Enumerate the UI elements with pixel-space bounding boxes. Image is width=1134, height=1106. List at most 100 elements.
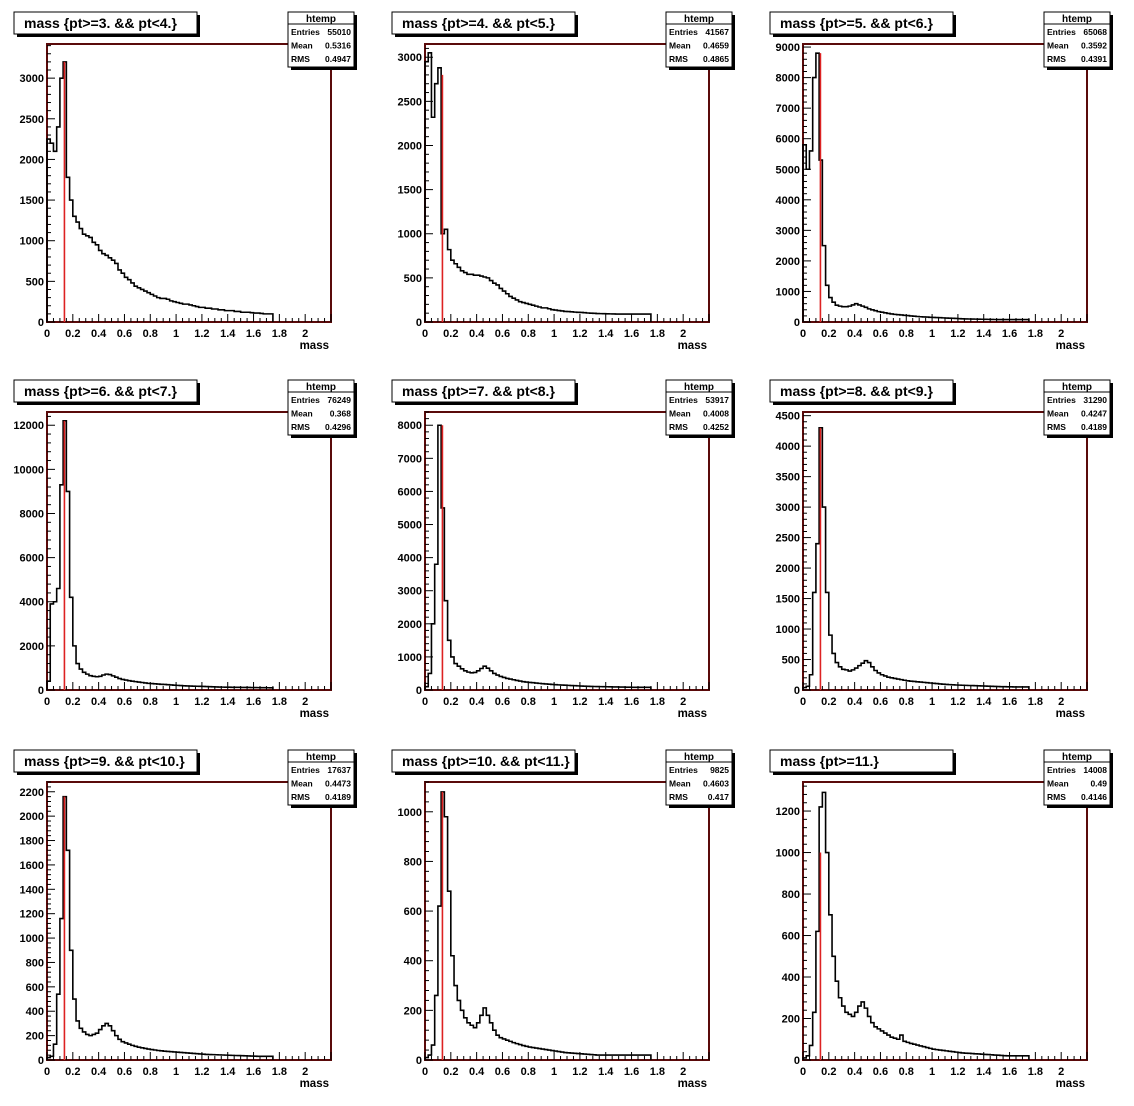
y-tick-label: 1200 bbox=[776, 806, 800, 818]
x-tick-label: 0.8 bbox=[899, 696, 914, 708]
chart-title: mass {pt>=8. && pt<9.} bbox=[780, 383, 933, 399]
x-tick-label: 1 bbox=[551, 696, 557, 708]
histogram-line bbox=[46, 420, 274, 690]
x-tick-label: 0.6 bbox=[117, 696, 132, 708]
histogram-panel: 0 200 400 600 800 1000 0 0.2 0.4 0.6 0.8 1 1.2 1.4 1.6… bbox=[391, 749, 735, 1090]
stats-mean-value: 0.4247 bbox=[1081, 409, 1107, 419]
y-tick-label: 1200 bbox=[20, 909, 44, 921]
stats-rms-label: RMS bbox=[1047, 54, 1066, 64]
stats-rms-label: RMS bbox=[291, 422, 310, 432]
histogram-panel: 0 500 1000 1500 2000 2500 3000 0 0.2 0.4 0.6 0.8 1 1.… bbox=[391, 11, 735, 352]
x-tick-label: 2 bbox=[680, 696, 686, 708]
stats-mean-value: 0.3592 bbox=[1081, 41, 1107, 51]
y-tick-label: 500 bbox=[404, 273, 422, 285]
stats-entries-value: 41567 bbox=[705, 27, 729, 37]
y-tick-label: 2000 bbox=[20, 641, 44, 653]
x-tick-label: 0.2 bbox=[65, 696, 80, 708]
x-tick-label: 0.6 bbox=[495, 696, 510, 708]
title-frame bbox=[769, 749, 954, 773]
y-tick-label: 2500 bbox=[20, 114, 44, 126]
x-tick-label: 0.8 bbox=[521, 696, 536, 708]
stats-box: htemp Entries 55010 Mean 0.5316 RMS 0.4947 bbox=[287, 11, 357, 70]
x-axis-label: mass bbox=[678, 1078, 707, 1090]
x-tick-label: 0 bbox=[422, 696, 428, 708]
stats-name: htemp bbox=[1062, 14, 1092, 25]
y-tick-label: 1000 bbox=[20, 236, 44, 248]
x-tick-label: 1.2 bbox=[950, 696, 965, 708]
x-tick-label: 1.8 bbox=[1028, 328, 1043, 340]
y-tick-label: 4000 bbox=[20, 597, 44, 609]
x-tick-label: 0.6 bbox=[495, 328, 510, 340]
histogram-line bbox=[802, 427, 1030, 690]
y-tick-label: 3000 bbox=[776, 225, 800, 237]
histogram-line bbox=[424, 791, 652, 1060]
y-tick-label: 2200 bbox=[20, 787, 44, 799]
x-tick-label: 1.2 bbox=[572, 1066, 587, 1078]
x-tick-label: 0 bbox=[800, 696, 806, 708]
x-tick-label: 1.2 bbox=[194, 328, 209, 340]
y-tick-label: 0 bbox=[416, 685, 422, 697]
stats-name: htemp bbox=[1062, 752, 1092, 763]
y-tick-label: 400 bbox=[26, 1006, 44, 1018]
title-frame bbox=[13, 749, 198, 773]
x-axis-label: mass bbox=[1056, 1078, 1085, 1090]
title-box: mass {pt>=9. && pt<10.} bbox=[13, 749, 200, 775]
stats-mean-value: 0.49 bbox=[1090, 779, 1107, 789]
x-axis-label: mass bbox=[300, 340, 329, 352]
stats-rms-label: RMS bbox=[291, 54, 310, 64]
title-box: mass {pt>=5. && pt<6.} bbox=[769, 11, 956, 37]
stats-rms-label: RMS bbox=[669, 422, 688, 432]
title-box: mass {pt>=4. && pt<5.} bbox=[391, 11, 578, 37]
x-tick-label: 1.6 bbox=[624, 696, 639, 708]
y-tick-label: 1000 bbox=[398, 807, 422, 819]
stats-entries-value: 14008 bbox=[1083, 765, 1107, 775]
stats-name: htemp bbox=[1062, 382, 1092, 393]
plot-frame bbox=[46, 781, 332, 1061]
plot-frame bbox=[424, 411, 710, 691]
y-tick-label: 7000 bbox=[398, 453, 422, 465]
x-tick-label: 1.6 bbox=[624, 328, 639, 340]
y-tick-label: 8000 bbox=[776, 73, 800, 85]
stats-box: htemp Entries 41567 Mean 0.4659 RMS 0.4865 bbox=[665, 11, 735, 70]
stats-mean-label: Mean bbox=[291, 409, 313, 419]
x-tick-label: 0.8 bbox=[143, 1066, 158, 1078]
y-tick-label: 600 bbox=[26, 982, 44, 994]
x-tick-label: 1.4 bbox=[976, 328, 992, 340]
title-frame bbox=[769, 379, 954, 403]
stats-mean-label: Mean bbox=[669, 409, 691, 419]
stats-mean-label: Mean bbox=[669, 41, 691, 51]
histogram-line bbox=[46, 61, 274, 322]
histogram-panel: 0 1000 2000 3000 4000 5000 6000 7000 8000 0 0.2 0.4… bbox=[391, 379, 735, 720]
stats-entries-label: Entries bbox=[1047, 765, 1076, 775]
x-tick-label: 0.2 bbox=[443, 696, 458, 708]
stats-entries-value: 76249 bbox=[327, 395, 351, 405]
stats-rms-label: RMS bbox=[1047, 792, 1066, 802]
stats-rms-value: 0.4296 bbox=[325, 422, 351, 432]
histogram-line bbox=[424, 52, 652, 322]
x-tick-label: 1 bbox=[929, 696, 935, 708]
y-axis: 0 1000 2000 3000 4000 5000 6000 7000 8000 bbox=[398, 411, 433, 697]
x-tick-label: 1 bbox=[173, 1066, 179, 1078]
x-tick-label: 1.8 bbox=[650, 328, 665, 340]
x-tick-label: 1.4 bbox=[220, 1066, 236, 1078]
x-tick-label: 1.8 bbox=[272, 1066, 287, 1078]
y-tick-label: 2000 bbox=[20, 154, 44, 166]
stats-mean-label: Mean bbox=[1047, 409, 1069, 419]
x-tick-label: 0.4 bbox=[847, 328, 863, 340]
x-tick-label: 0 bbox=[44, 1066, 50, 1078]
y-tick-label: 0 bbox=[416, 1055, 422, 1067]
histogram-panel: 0 1000 2000 3000 4000 5000 6000 7000 8000 9000 0 0.… bbox=[769, 11, 1113, 352]
histogram-line bbox=[802, 791, 1030, 1060]
x-tick-label: 1.6 bbox=[624, 1066, 639, 1078]
stats-rms-label: RMS bbox=[291, 792, 310, 802]
stats-frame bbox=[665, 749, 733, 806]
x-axis-label: mass bbox=[1056, 340, 1085, 352]
plot-frame bbox=[46, 411, 332, 691]
x-tick-label: 1.4 bbox=[976, 1066, 992, 1078]
y-tick-label: 3000 bbox=[398, 52, 422, 64]
x-tick-label: 1 bbox=[551, 1066, 557, 1078]
chart-title: mass {pt>=5. && pt<6.} bbox=[780, 15, 933, 31]
x-tick-label: 0 bbox=[44, 328, 50, 340]
